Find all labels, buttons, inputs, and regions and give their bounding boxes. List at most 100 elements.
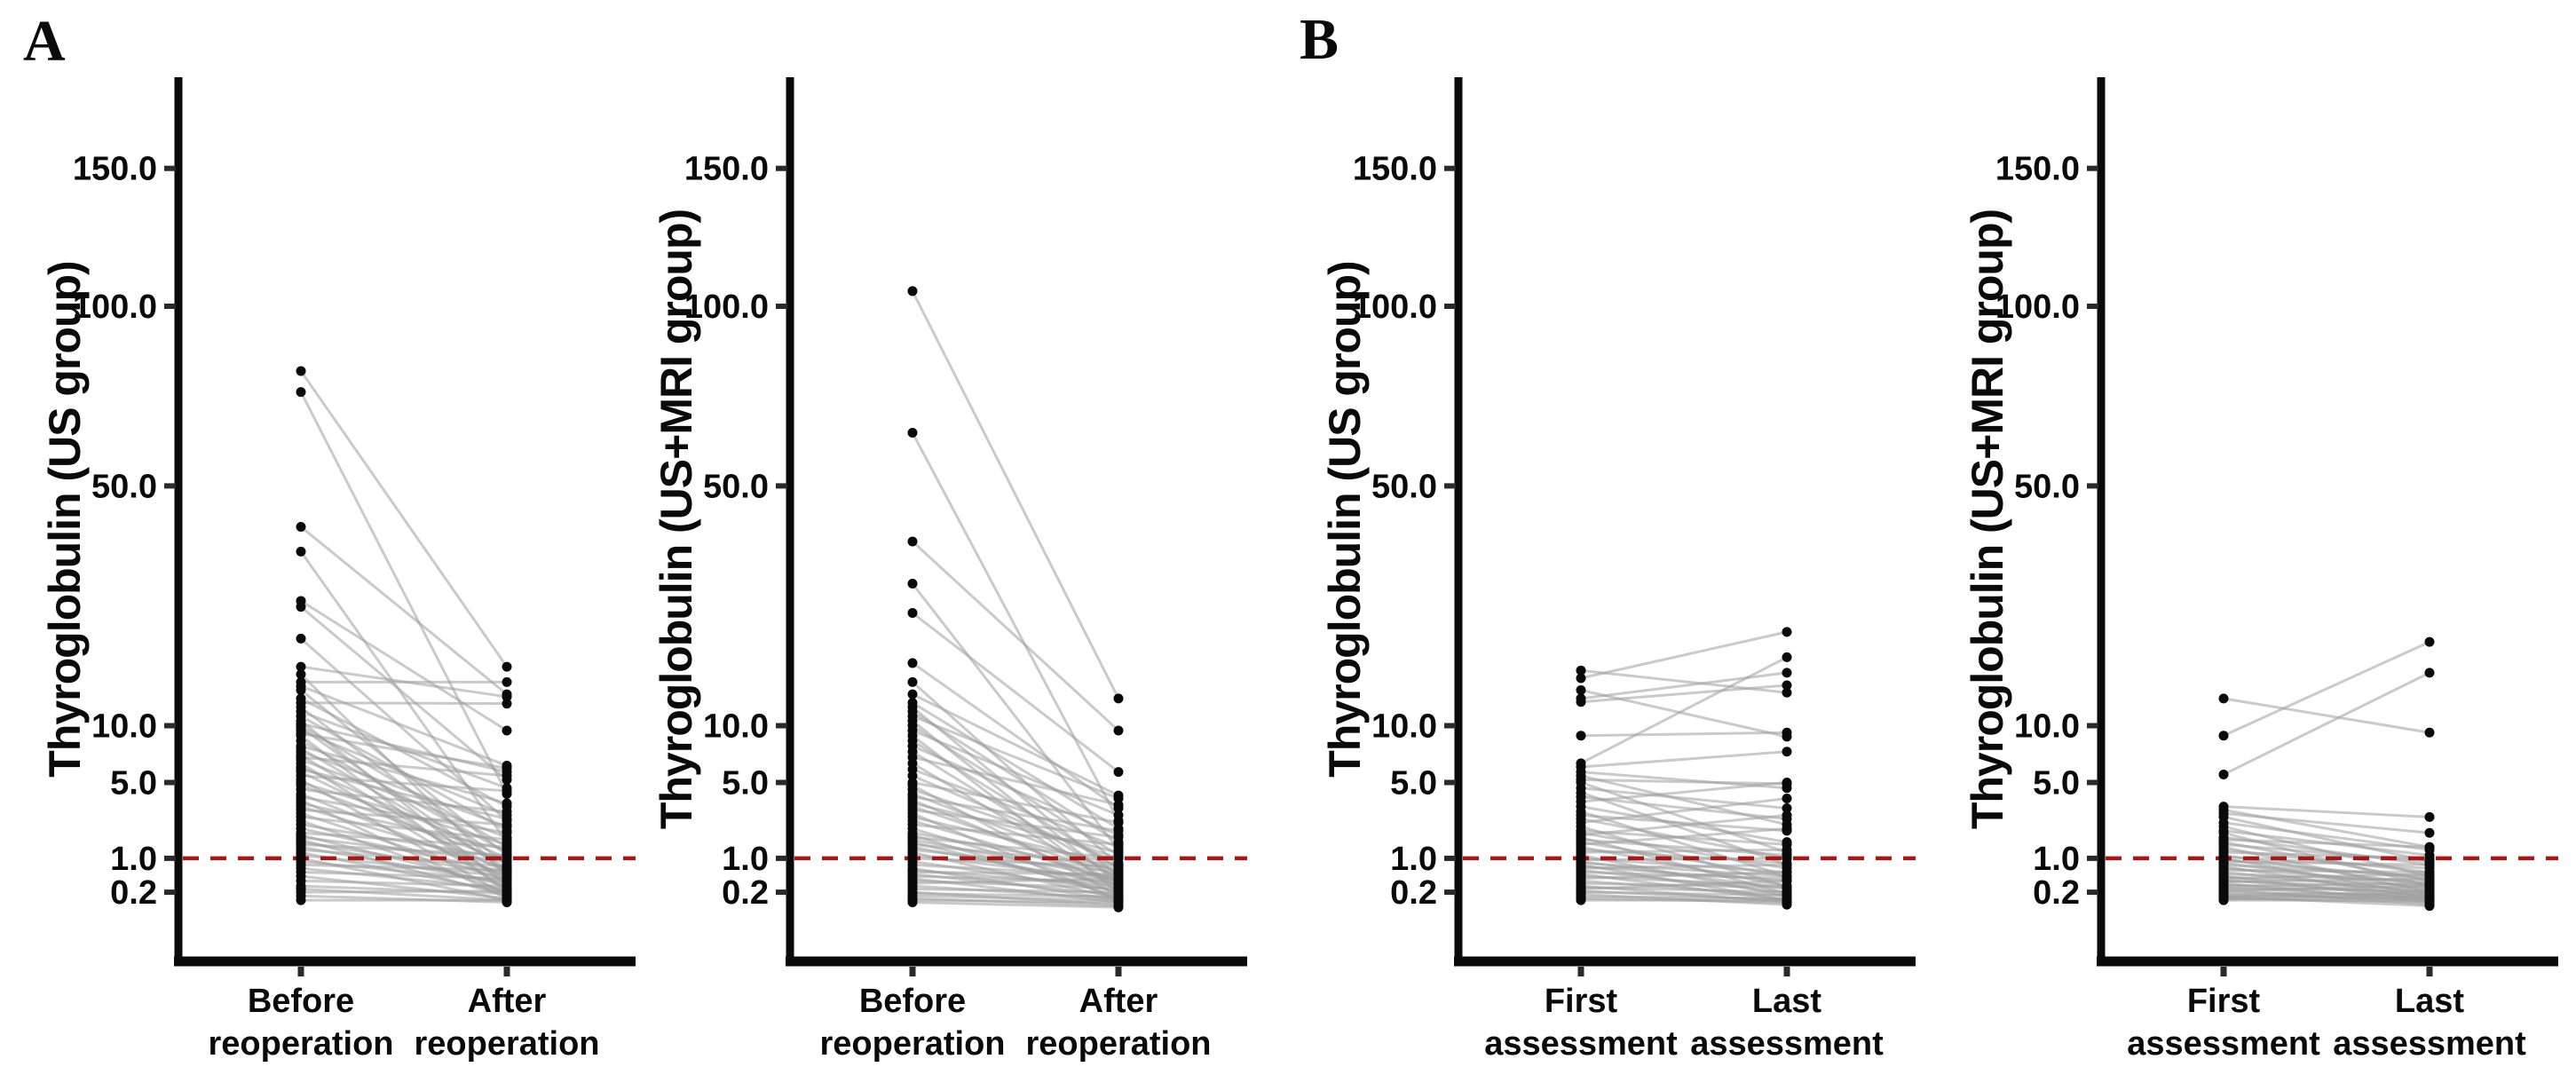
data-point [502, 873, 512, 884]
data-point [2218, 731, 2229, 741]
data-point [1576, 731, 1586, 741]
data-point [296, 669, 306, 680]
x-tick-label-line2: reoperation [1025, 1025, 1211, 1063]
y-tick-label: 150.0 [1353, 151, 1437, 188]
data-point [502, 819, 512, 830]
data-point [296, 522, 306, 533]
pair-line [300, 758, 508, 839]
data-point [2424, 827, 2435, 838]
y-tick-label: 100.0 [1353, 288, 1437, 326]
data-point [502, 850, 512, 861]
x-tick-label-line2: assessment [1484, 1025, 1678, 1063]
data-point [1782, 824, 1792, 834]
data-point [2218, 895, 2229, 905]
pair-line [1580, 879, 1788, 890]
pair-line [1580, 890, 1788, 897]
data-point [1113, 873, 1124, 884]
pair-line [2223, 811, 2430, 834]
pair-line [912, 894, 1119, 902]
pair-line [911, 582, 1120, 851]
y-tick-label: 0.2 [722, 874, 769, 912]
pair-line [300, 831, 508, 849]
data-point [2218, 693, 2229, 704]
panel-label-a: A [23, 9, 66, 74]
data-point [502, 798, 512, 809]
y-tick-label: 10.0 [1371, 707, 1437, 745]
pair-line [300, 745, 508, 805]
pair-line [911, 540, 1120, 732]
data-point [296, 895, 306, 905]
data-point [1782, 895, 1792, 905]
pair-line [1580, 786, 1788, 810]
pair-line [912, 842, 1119, 866]
pair-line [300, 889, 508, 894]
pair-line [912, 892, 1119, 898]
pair-line [912, 874, 1119, 883]
data-point [1782, 747, 1792, 757]
data-point [907, 771, 918, 781]
pair-line [912, 835, 1119, 860]
y-tick-label: 150.0 [684, 151, 769, 188]
data-point [1782, 668, 1792, 678]
data-point [907, 536, 918, 547]
pair-line [1580, 813, 1788, 837]
pair-line [1580, 870, 1788, 881]
y-tick-label: 5.0 [110, 764, 157, 802]
pair-line [1580, 848, 1788, 854]
data-point [1576, 665, 1586, 676]
pair-line [911, 290, 1120, 699]
x-tick-label-line1: After [1079, 983, 1158, 1020]
pair-line [912, 715, 1119, 800]
pair-line [300, 701, 508, 706]
data-point [907, 579, 918, 589]
data-point [502, 834, 512, 845]
data-point [296, 633, 306, 644]
x-tick-label-line2: assessment [2333, 1025, 2526, 1063]
data-point [2424, 727, 2435, 738]
data-point [502, 806, 512, 817]
pair-line [2223, 671, 2430, 776]
x-tick-label-line2: assessment [2127, 1025, 2320, 1063]
data-point [296, 366, 306, 376]
data-point [1113, 902, 1124, 913]
y-tick-label: 100.0 [1995, 288, 2080, 326]
x-tick-label-line1: First [1545, 983, 1618, 1020]
data-point [1113, 725, 1124, 736]
pair-line [1580, 731, 1788, 738]
y-axis-title-plot4: Thyroglobulin (US+MRI group) [1963, 209, 2012, 830]
pair-line [300, 605, 508, 781]
data-point [502, 865, 512, 875]
data-point [1782, 680, 1792, 691]
pair-line [2223, 877, 2430, 883]
pair-line [300, 526, 508, 696]
pair-line [300, 637, 508, 822]
data-point [1113, 767, 1124, 778]
pair-line [912, 781, 1119, 825]
pair-line [912, 755, 1119, 807]
data-point [296, 387, 306, 398]
pair-line [300, 755, 508, 778]
data-point [2424, 859, 2435, 870]
x-tick-label-line1: Last [1752, 983, 1821, 1020]
pair-line [912, 768, 1119, 849]
data-point [1782, 802, 1792, 813]
data-point [2424, 895, 2435, 905]
data-point [907, 897, 918, 907]
pair-line [912, 701, 1119, 830]
pair-line [912, 795, 1119, 833]
data-point [296, 546, 306, 557]
y-tick-label: 100.0 [73, 288, 157, 326]
pair-line [300, 750, 508, 828]
pair-line [300, 870, 508, 881]
data-point [296, 602, 306, 613]
y-tick-label: 5.0 [722, 764, 769, 802]
pair-line [2223, 859, 2430, 866]
y-tick-label: 50.0 [91, 468, 157, 505]
pair-line [2223, 697, 2430, 734]
pair-line [300, 722, 508, 774]
pair-line [2223, 815, 2430, 863]
data-point [296, 684, 306, 695]
y-tick-label: 150.0 [1995, 151, 2080, 188]
